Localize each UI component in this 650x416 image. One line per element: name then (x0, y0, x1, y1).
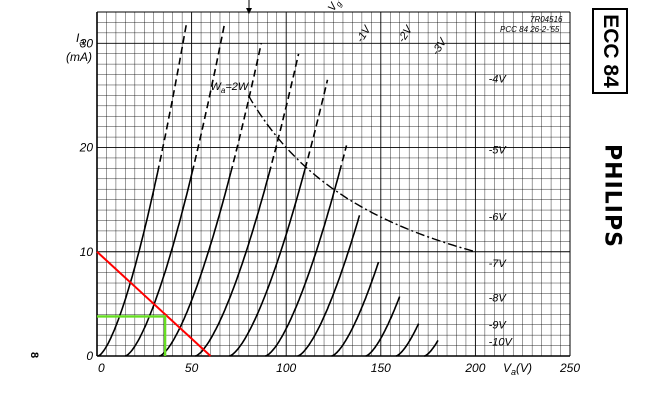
grid-voltage-label: -7V (489, 258, 508, 270)
plot-frame (96, 0, 571, 357)
grid-voltage-label-value: =0V (332, 0, 354, 4)
anode-curve-solid (229, 168, 306, 357)
x-axis-title-symbol: V (503, 361, 512, 375)
power-curve-line (247, 95, 476, 253)
grid-voltage-label: -2V (396, 23, 416, 45)
anode-curve-solid (424, 339, 439, 357)
power-curve-label-value: =2W (225, 81, 250, 93)
x-tick-label: 0 (98, 361, 105, 375)
load-line (96, 251, 212, 357)
y-tick-label: 10 (80, 245, 94, 259)
anode-curve-dashed (229, 43, 262, 174)
load-line-overlay (96, 251, 212, 357)
anode-curve-dashed (191, 22, 226, 173)
grid-voltage-label: -9V (489, 320, 508, 332)
side-marker: 8 (28, 351, 40, 359)
grid-voltage-label-subscript: g (334, 0, 344, 8)
y-axis-title-unit: (mA) (66, 50, 92, 64)
top-arrow-head (246, 8, 252, 14)
operating-point-marker (97, 315, 167, 356)
power-dissipation-curve (247, 95, 476, 253)
x-tick-label: 250 (559, 361, 580, 375)
y-axis-title: Ia (mA) (66, 31, 92, 64)
x-tick-label: 50 (185, 361, 199, 375)
anode-curve-solid (159, 172, 232, 357)
anode-curve-solid (297, 215, 361, 357)
svg-text:Va(V): Va(V) (503, 361, 532, 377)
svg-text:Ia: Ia (76, 31, 84, 47)
y-axis-title-subscript: a (79, 37, 84, 47)
power-curve-label-subscript: a (221, 86, 226, 95)
anode-curves (97, 22, 439, 357)
grid-voltage-label: -10V (489, 336, 514, 348)
grid-voltage-label: -5V (489, 145, 508, 157)
tube-type-label: ECC 84 (599, 14, 622, 88)
y-tick-label: 30 (80, 36, 94, 50)
anode-curve-dashed (304, 79, 329, 170)
y-tick-label: 0 (86, 349, 93, 363)
anode-curve-solid (395, 323, 420, 357)
grid-voltage-label: Vg=0V (326, 0, 356, 15)
x-tick-label: 200 (464, 361, 485, 375)
anode-curve-solid (265, 171, 341, 357)
tube-type-box: ECC 84 (592, 8, 628, 94)
anode-curve-solid (365, 296, 401, 357)
grid-voltage-label: -6V (489, 211, 508, 223)
anode-curve-solid (97, 172, 159, 357)
x-axis-title: Va(V) (503, 361, 532, 377)
drawing-reference-note: PCC 84 26-2-'55 (500, 25, 560, 34)
anode-curve-solid (125, 172, 193, 357)
brand-logo-text: PHILIPS (599, 144, 625, 248)
x-axis-title-unit: (V) (516, 361, 532, 375)
x-axis-title-subscript: a (511, 367, 516, 377)
anode-curve-solid (195, 173, 270, 357)
anode-curve-solid (331, 261, 380, 357)
x-tick-label: 100 (276, 361, 296, 375)
power-curve-label: Wa=2W (211, 81, 250, 95)
power-curve-label-symbol: W (211, 81, 223, 93)
y-axis-title-symbol: I (76, 31, 80, 45)
anode-curve-dashed (268, 53, 300, 174)
anode-curve-dashed (338, 145, 348, 173)
grid-voltage-label: -8V (489, 293, 508, 305)
x-tick-label: 150 (371, 361, 391, 375)
anode-curve-dashed (156, 22, 188, 173)
grid-voltage-label: -4V (489, 74, 508, 86)
drawing-reference-code: 7R04516 (530, 15, 563, 24)
y-tick-label: 20 (79, 141, 94, 155)
